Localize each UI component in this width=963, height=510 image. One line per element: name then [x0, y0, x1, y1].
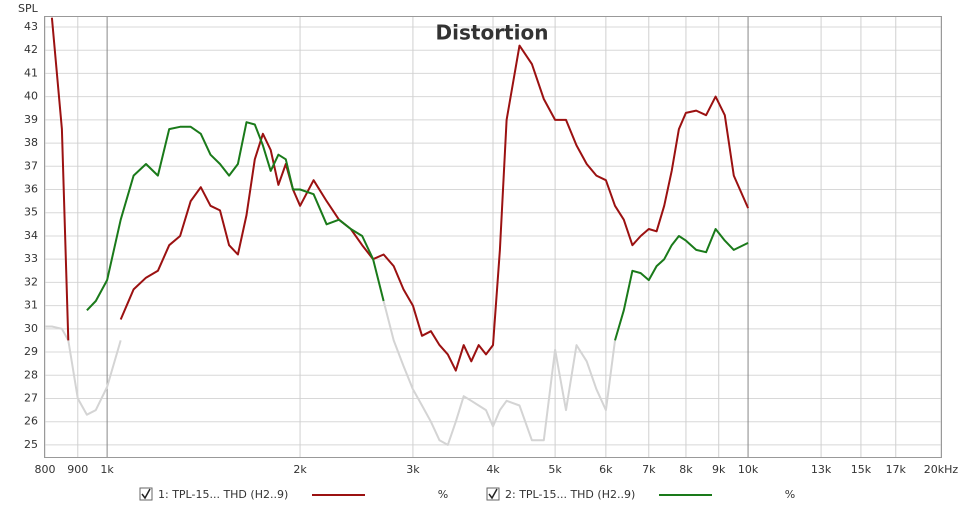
data-line	[86, 121, 749, 341]
x-tick-label: 13k	[811, 463, 832, 476]
y-tick-label: 40	[24, 90, 38, 103]
y-tick-label: 35	[24, 206, 38, 219]
x-tick-label: 9k	[712, 463, 726, 476]
x-tick-label: 20kHz	[924, 463, 959, 476]
y-tick-label: 29	[24, 345, 38, 358]
y-tick-label: 39	[24, 113, 38, 126]
x-tick-label: 8k	[679, 463, 693, 476]
legend-unit: %	[438, 488, 448, 501]
y-tick-label: 26	[24, 415, 38, 428]
legend-checkmark	[141, 488, 151, 500]
x-tick-label: 800	[35, 463, 56, 476]
data-line	[50, 17, 750, 372]
y-tick-label: 27	[24, 391, 38, 404]
x-tick-label: 5k	[548, 463, 562, 476]
y-tick-label: 36	[24, 183, 38, 196]
x-tick-label: 900	[67, 463, 88, 476]
x-tick-label: 7k	[642, 463, 656, 476]
x-tick-label: 15k	[851, 463, 872, 476]
chart-title: Distortion	[436, 21, 549, 45]
y-tick-label: 42	[24, 43, 38, 56]
y-tick-label: 38	[24, 136, 38, 149]
x-tick-label: 10k	[738, 463, 759, 476]
y-tick-label: 31	[24, 299, 38, 312]
y-tick-label: 41	[24, 66, 38, 79]
x-tick-label: 2k	[293, 463, 307, 476]
y-tick-label: 33	[24, 252, 38, 265]
x-tick-label: 17k	[886, 463, 907, 476]
y-tick-label: 25	[24, 438, 38, 451]
legend-label: 2: TPL-15... THD (H2..9)	[505, 488, 635, 501]
y-tick-label: 34	[24, 229, 38, 242]
x-tick-label: 3k	[406, 463, 420, 476]
y-axis-label: SPL	[18, 2, 39, 15]
y-tick-label: 43	[24, 20, 38, 33]
y-tick-label: 32	[24, 275, 38, 288]
data-line	[45, 300, 616, 446]
legend-unit: %	[785, 488, 795, 501]
plot-border	[44, 16, 942, 458]
legend-label: 1: TPL-15... THD (H2..9)	[158, 488, 288, 501]
y-tick-label: 37	[24, 159, 38, 172]
x-tick-label: 4k	[486, 463, 500, 476]
x-tick-label: 6k	[599, 463, 613, 476]
legend-checkmark	[488, 488, 498, 500]
x-tick-label: 1k	[100, 463, 114, 476]
y-tick-label: 28	[24, 368, 38, 381]
y-tick-label: 30	[24, 322, 38, 335]
